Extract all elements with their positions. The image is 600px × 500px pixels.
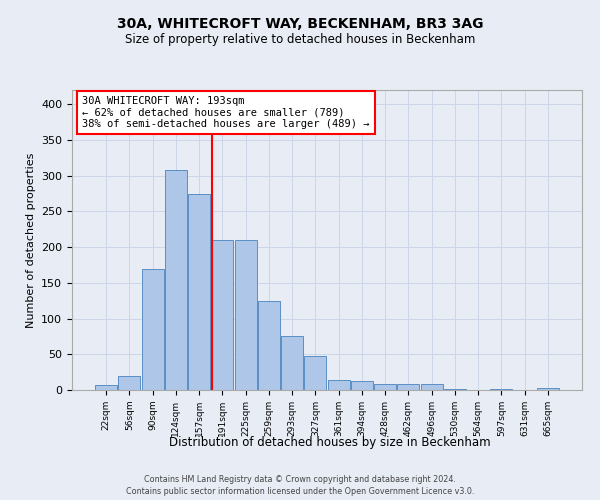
Y-axis label: Number of detached properties: Number of detached properties: [26, 152, 35, 328]
Bar: [165, 170, 187, 390]
Bar: [374, 384, 396, 390]
Text: Distribution of detached houses by size in Beckenham: Distribution of detached houses by size …: [169, 436, 491, 449]
Bar: [351, 380, 373, 390]
Bar: [304, 356, 326, 390]
Bar: [444, 388, 466, 390]
Text: Contains public sector information licensed under the Open Government Licence v3: Contains public sector information licen…: [126, 486, 474, 496]
Bar: [211, 240, 233, 390]
Bar: [142, 268, 164, 390]
Text: Contains HM Land Registry data © Crown copyright and database right 2024.: Contains HM Land Registry data © Crown c…: [144, 476, 456, 484]
Bar: [118, 376, 140, 390]
Bar: [490, 388, 512, 390]
Bar: [281, 336, 303, 390]
Bar: [397, 384, 419, 390]
Text: Size of property relative to detached houses in Beckenham: Size of property relative to detached ho…: [125, 32, 475, 46]
Bar: [235, 240, 257, 390]
Bar: [188, 194, 210, 390]
Bar: [421, 384, 443, 390]
Bar: [537, 388, 559, 390]
Bar: [258, 300, 280, 390]
Text: 30A WHITECROFT WAY: 193sqm
← 62% of detached houses are smaller (789)
38% of sem: 30A WHITECROFT WAY: 193sqm ← 62% of deta…: [82, 96, 370, 129]
Text: 30A, WHITECROFT WAY, BECKENHAM, BR3 3AG: 30A, WHITECROFT WAY, BECKENHAM, BR3 3AG: [117, 18, 483, 32]
Bar: [95, 385, 117, 390]
Bar: [328, 380, 350, 390]
